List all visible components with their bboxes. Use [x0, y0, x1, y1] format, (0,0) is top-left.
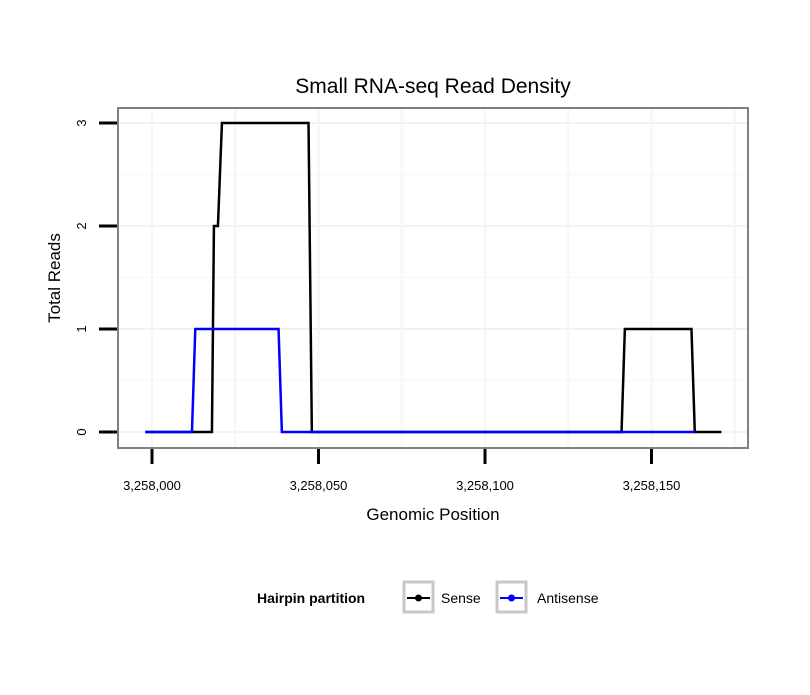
- y-tick-label: 2: [74, 222, 89, 229]
- legend-label-sense: Sense: [441, 590, 481, 606]
- series-lines: [145, 121, 722, 434]
- y-tick-label: 1: [74, 325, 89, 332]
- plot-panel-border: [117, 107, 749, 449]
- x-axis-label: Genomic Position: [366, 505, 499, 524]
- legend-label-antisense: Antisense: [537, 590, 599, 606]
- x-tick-label: 3,258,000: [123, 478, 181, 493]
- y-tick-label: 3: [74, 119, 89, 126]
- legend-marker-antisense: [508, 594, 515, 602]
- y-axis-label: Total Reads: [45, 233, 64, 323]
- y-tick-label: 0: [74, 428, 89, 435]
- x-tick-label: 3,258,100: [456, 478, 514, 493]
- series-line-sense: [145, 121, 722, 434]
- legend-item-antisense: Antisense: [495, 580, 599, 614]
- legend-item-sense: Sense: [402, 580, 481, 614]
- series-line-antisense: [145, 327, 695, 434]
- chart-title: Small RNA-seq Read Density: [295, 75, 571, 98]
- legend-title: Hairpin partition: [257, 590, 365, 606]
- legend: Hairpin partition Sense Antisense: [257, 580, 599, 614]
- y-axis: 0 1 2 3: [74, 119, 117, 436]
- x-tick-label: 3,258,150: [623, 478, 681, 493]
- legend-marker-sense: [415, 594, 422, 602]
- x-axis: 3,258,000 3,258,050 3,258,100 3,258,150: [123, 449, 680, 493]
- x-tick-label: 3,258,050: [290, 478, 348, 493]
